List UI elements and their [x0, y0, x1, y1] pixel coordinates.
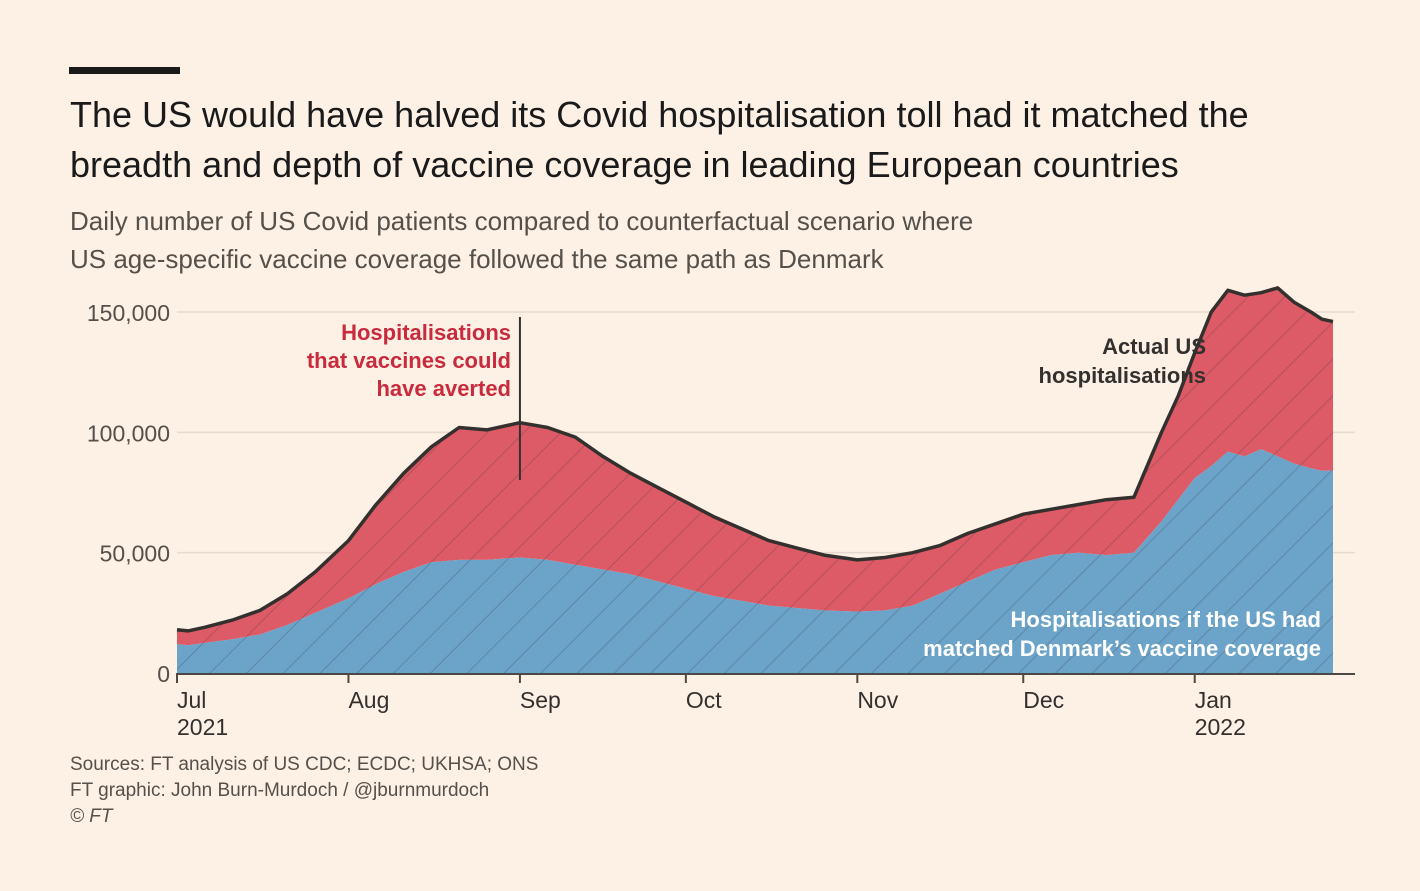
counterfactual-annotation-line-1: Hospitalisations if the US had: [1011, 607, 1321, 632]
footer-sources: Sources: FT analysis of US CDC; ECDC; UK…: [70, 754, 539, 775]
actual-annotation-line-2: hospitalisations: [1039, 363, 1206, 388]
chart-footer: Sources: FT analysis of US CDC; ECDC; UK…: [70, 752, 538, 830]
x-tick-label-sep: Sep: [520, 687, 561, 713]
x-tick-year-2022: 2022: [1195, 714, 1246, 740]
subtitle-line-2: US age-specific vaccine coverage followe…: [70, 244, 884, 274]
x-tick-label-jan: Jan: [1195, 687, 1232, 713]
counterfactual-annotation-line-2: matched Denmark’s vaccine coverage: [923, 636, 1321, 661]
x-tick-label-nov: Nov: [857, 687, 898, 713]
x-tick-label-jul: Jul: [177, 687, 206, 713]
y-axis: 0 50,000 100,000 150,000: [87, 300, 170, 687]
chart-subtitle: Daily number of US Covid patients compar…: [70, 202, 1170, 278]
x-tick-label-aug: Aug: [348, 687, 389, 713]
subtitle-line-1: Daily number of US Covid patients compar…: [70, 206, 974, 236]
footer-copyright: © FT: [70, 806, 113, 827]
x-tick-label-oct: Oct: [686, 687, 722, 713]
y-tick-label-50000: 50,000: [100, 541, 170, 567]
y-tick-label-100000: 100,000: [87, 420, 170, 446]
chart-title: The US would have halved its Covid hospi…: [70, 94, 1249, 185]
y-tick-label-150000: 150,000: [87, 300, 170, 326]
title-accent-bar: [69, 67, 180, 74]
hatch-overlay: [177, 287, 1333, 673]
actual-hospitalisations-line: [176, 286, 1334, 633]
annotations: Hospitalisations that vaccines could have …: [307, 317, 1321, 661]
averted-annotation-line-1: Hospitalisations: [341, 320, 511, 345]
footer-graphic-credit: FT graphic: John Burn-Murdoch / @jburnmu…: [70, 780, 490, 801]
averted-annotation-line-2: that vaccines could: [307, 348, 511, 373]
y-tick-label-0: 0: [157, 661, 170, 687]
x-tick-year-2021: 2021: [177, 714, 228, 740]
x-tick-label-dec: Dec: [1023, 687, 1064, 713]
averted-annotation-line-3: have averted: [376, 376, 511, 401]
actual-annotation-line-1: Actual US: [1102, 334, 1206, 359]
plot-areas: [176, 286, 1334, 673]
